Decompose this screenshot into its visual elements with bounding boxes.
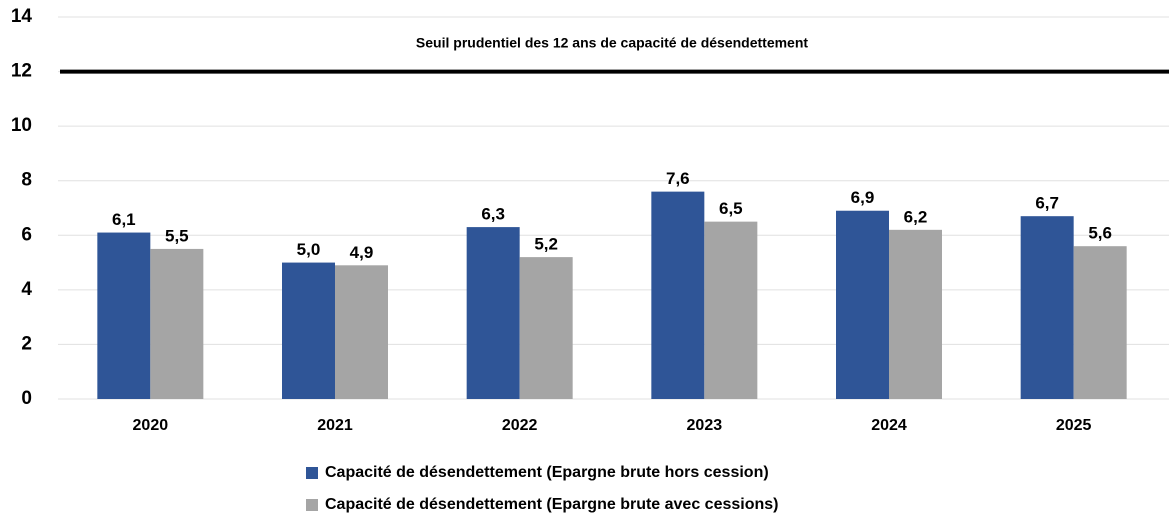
y-tick-label: 8 bbox=[21, 170, 32, 191]
bar bbox=[519, 257, 573, 399]
data-label: 5,2 bbox=[534, 235, 558, 254]
bar bbox=[651, 191, 705, 399]
x-tick-label: 2023 bbox=[687, 417, 723, 434]
reference-line-label: Seuil prudentiel des 12 ans de capacité … bbox=[416, 35, 808, 51]
y-tick-label: 10 bbox=[11, 115, 32, 136]
data-label: 6,7 bbox=[1035, 194, 1059, 213]
bar bbox=[282, 262, 335, 399]
data-label: 6,2 bbox=[904, 207, 928, 226]
y-tick-label: 12 bbox=[11, 61, 32, 82]
x-tick-label: 2025 bbox=[1056, 417, 1092, 434]
y-tick-label: 4 bbox=[21, 279, 32, 300]
x-tick-label: 2024 bbox=[871, 417, 907, 434]
legend-label: Capacité de désendettement (Epargne brut… bbox=[325, 464, 769, 481]
data-label: 5,6 bbox=[1088, 224, 1112, 243]
data-label: 6,5 bbox=[719, 199, 743, 218]
y-tick-label: 14 bbox=[11, 6, 33, 27]
data-label: 6,1 bbox=[112, 210, 136, 229]
bar bbox=[335, 265, 388, 399]
x-tick-label: 2020 bbox=[133, 417, 169, 434]
data-label: 6,3 bbox=[481, 205, 505, 224]
bar bbox=[1073, 246, 1127, 399]
data-label: 5,0 bbox=[297, 240, 321, 259]
legend-label: Capacité de désendettement (Epargne brut… bbox=[325, 496, 778, 513]
legend-swatch bbox=[306, 499, 318, 511]
bar bbox=[150, 248, 204, 399]
bar bbox=[1020, 216, 1074, 399]
data-label: 7,6 bbox=[666, 169, 690, 188]
x-tick-label: 2021 bbox=[317, 417, 353, 434]
y-tick-label: 0 bbox=[21, 388, 32, 409]
bar bbox=[889, 229, 942, 399]
y-tick-label: 2 bbox=[21, 333, 32, 354]
bar bbox=[97, 232, 151, 399]
bar bbox=[466, 227, 520, 399]
legend-swatch bbox=[306, 467, 318, 479]
bar bbox=[836, 210, 889, 399]
bar bbox=[704, 221, 758, 399]
y-tick-label: 6 bbox=[21, 224, 32, 245]
data-label: 4,9 bbox=[350, 243, 374, 262]
x-tick-label: 2022 bbox=[502, 417, 538, 434]
data-label: 5,5 bbox=[165, 226, 189, 245]
data-label: 6,9 bbox=[851, 188, 875, 207]
